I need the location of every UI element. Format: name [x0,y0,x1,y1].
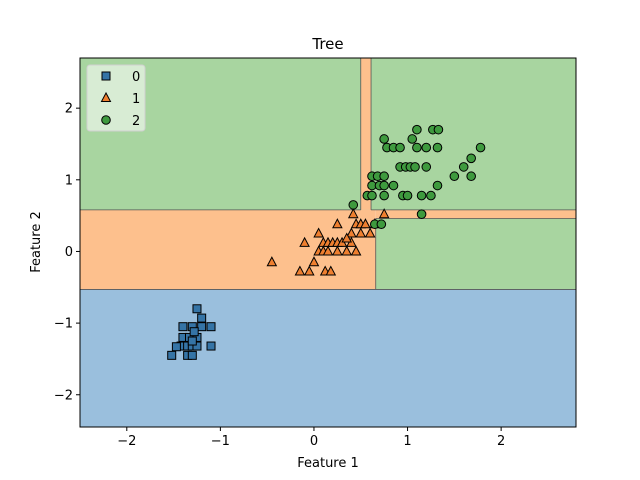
data-point-class-2 [458,162,469,172]
data-point-class-0 [197,313,207,323]
data-point-class-1 [355,227,367,238]
data-point-class-2 [466,153,476,164]
x-axis-ticks: −2 −1 0 1 2 [117,427,505,449]
data-point-class-1 [341,245,353,256]
data-point-class-0 [197,322,207,332]
data-point-class-1 [313,227,324,238]
data-point-class-2 [466,171,476,182]
data-point-class-1 [325,265,337,276]
decision-regions [80,58,576,427]
data-point-class-0 [178,322,188,332]
data-point-class-0 [189,327,199,337]
data-point-class-0 [206,341,216,351]
data-point-class-0 [192,304,202,314]
data-point-class-2 [410,162,420,172]
legend-label-2: 2 [132,114,140,129]
legend-box [86,64,146,132]
data-point-class-1 [308,256,320,267]
x-tick-label: 2 [497,434,505,449]
data-point-class-2 [416,190,427,201]
data-point-class-2 [348,200,359,210]
data-point-class-1 [332,218,343,229]
x-tick-label: 0 [310,434,318,449]
data-point-class-2 [449,171,460,182]
region-class-1 [80,209,376,290]
data-point-class-2 [395,142,405,153]
data-point-class-2 [388,180,399,191]
data-point-class-2 [379,190,389,201]
data-point-class-1 [322,245,334,256]
data-point-class-0 [167,350,177,360]
data-point-class-1 [294,265,306,276]
data-point-class-0 [171,342,181,352]
region-class-1 [360,58,372,210]
data-point-class-0 [206,322,216,332]
y-axis-label: Feature 2 [29,211,44,273]
data-point-class-1 [378,208,390,219]
region-class-2 [375,218,576,290]
data-point-class-1 [347,208,359,219]
data-point-class-1 [332,245,343,256]
chart-title: Tree [311,35,343,53]
data-point-class-1 [346,227,357,238]
data-point-class-2 [432,142,443,153]
region-class-2 [80,58,576,210]
data-point-class-2 [416,209,427,219]
data-point-class-2 [379,134,389,144]
region-class-0 [80,289,576,427]
data-point-class-2 [426,190,436,201]
legend-marker-1 [100,91,112,102]
legend-marker-0 [101,71,111,81]
legend-label-1: 1 [132,92,140,107]
data-point-class-0 [187,336,197,346]
data-point-class-2 [376,219,387,230]
data-point-class-1 [341,232,353,243]
region-class-1 [375,209,576,219]
x-tick-label: −1 [211,434,230,449]
y-tick-label: −2 [54,388,73,403]
y-tick-label: 0 [65,245,73,260]
x-tick-label: 1 [403,434,411,449]
data-point-class-1 [303,265,315,276]
y-tick-label: 1 [65,173,73,188]
data-point-class-2 [412,124,422,135]
data-point-class-2 [367,190,377,201]
data-point-class-2 [379,180,389,191]
data-point-class-2 [433,124,444,135]
y-tick-label: −1 [54,317,73,332]
data-point-class-2 [402,190,413,201]
data-point-class-1 [364,227,376,238]
data-point-class-2 [421,142,432,153]
data-point-class-2 [379,171,389,182]
data-point-class-2 [475,142,486,153]
y-axis-ticks: −2 −1 0 1 2 [54,102,80,403]
data-point-class-2 [412,142,422,153]
x-tick-label: −2 [117,434,136,449]
data-point-class-1 [360,218,371,229]
legend: 0 1 2 [86,64,146,132]
data-point-class-1 [266,256,278,267]
data-points [167,124,486,360]
data-point-class-2 [421,162,432,172]
legend-label-0: 0 [132,70,140,85]
plot-frame [79,57,577,428]
data-point-class-1 [299,236,310,247]
data-point-class-2 [407,134,418,144]
data-point-class-1 [350,245,362,256]
data-point-class-0 [187,350,197,360]
legend-marker-2 [101,115,111,125]
y-tick-label: 2 [65,102,73,117]
data-point-class-2 [432,180,443,191]
x-axis-label: Feature 1 [297,456,359,471]
data-point-class-0 [192,341,202,351]
